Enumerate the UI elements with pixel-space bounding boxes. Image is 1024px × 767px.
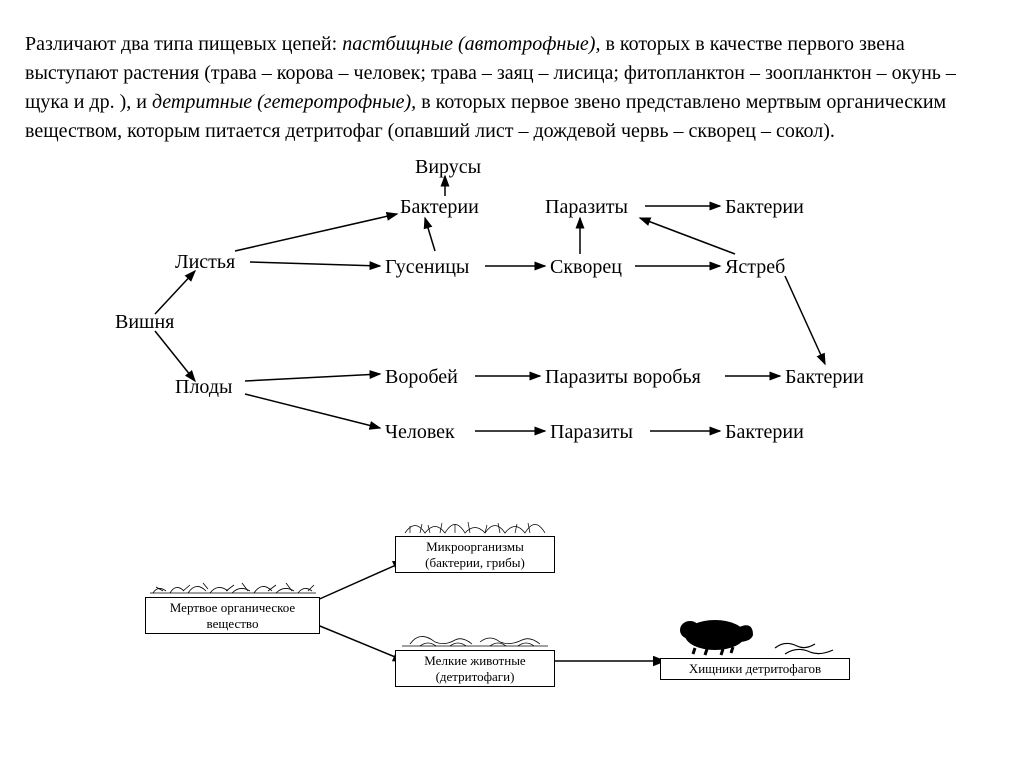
node-virus: Вирусы bbox=[415, 156, 481, 179]
edge-0 bbox=[155, 271, 195, 314]
pred-illustration bbox=[665, 600, 845, 658]
edge-12 bbox=[245, 374, 380, 381]
node-vorobey: Воробей bbox=[385, 366, 458, 389]
pred-label: Хищники детритофагов bbox=[660, 658, 850, 680]
node-vishnya: Вишня bbox=[115, 311, 174, 334]
edge-11 bbox=[785, 276, 825, 364]
node-plody: Плоды bbox=[175, 376, 232, 399]
italic-2: детритные (гетеротрофные), bbox=[152, 91, 416, 113]
small-illustration bbox=[400, 620, 550, 650]
micro-box: Микроорганизмы(бактерии, грибы) bbox=[395, 512, 555, 573]
pred-box: Хищники детритофагов bbox=[660, 606, 850, 680]
dedge-1 bbox=[315, 624, 405, 661]
edge-3 bbox=[425, 218, 435, 251]
node-bact4: Бактерии bbox=[725, 421, 804, 444]
node-gusen: Гусеницы bbox=[385, 256, 469, 279]
food-web-diagram: Вирусы Бактерии Паразиты Бактерии Листья Гусе… bbox=[25, 156, 999, 506]
node-paraz1: Паразиты bbox=[545, 196, 628, 219]
text-1: Различают два типа пищевых цепей: bbox=[25, 33, 342, 55]
dead-label: Мертвое органическоевещество bbox=[145, 597, 320, 634]
node-bact1: Бактерии bbox=[400, 196, 479, 219]
node-chelovek: Человек bbox=[385, 421, 455, 444]
node-list: Листья bbox=[175, 251, 235, 274]
node-bact2: Бактерии bbox=[725, 196, 804, 219]
dead-illustration bbox=[148, 567, 318, 597]
detritus-diagram: Микроорганизмы(бактерии, грибы) Мертвое … bbox=[25, 506, 999, 706]
intro-paragraph: Различают два типа пищевых цепей: пастби… bbox=[25, 30, 999, 146]
small-box: Мелкие животные(детритофаги) bbox=[395, 624, 555, 687]
edge-13 bbox=[245, 394, 380, 428]
node-parazvor: Паразиты воробья bbox=[545, 366, 701, 389]
node-bact3: Бактерии bbox=[785, 366, 864, 389]
micro-label: Микроорганизмы(бактерии, грибы) bbox=[395, 536, 555, 573]
edge-4 bbox=[235, 214, 397, 251]
node-skvor: Скворец bbox=[550, 256, 622, 279]
small-label: Мелкие животные(детритофаги) bbox=[395, 650, 555, 687]
italic-1: пастбищные (автотрофные), bbox=[342, 33, 600, 55]
micro-illustration bbox=[400, 508, 550, 536]
dead-box: Мертвое органическоевещество bbox=[145, 571, 320, 634]
node-paraz2: Паразиты bbox=[550, 421, 633, 444]
edge-1 bbox=[155, 331, 195, 381]
node-yastreb: Ястреб bbox=[725, 256, 785, 279]
dedge-0 bbox=[315, 561, 405, 601]
edge-2 bbox=[250, 262, 380, 266]
edge-10 bbox=[640, 218, 735, 254]
